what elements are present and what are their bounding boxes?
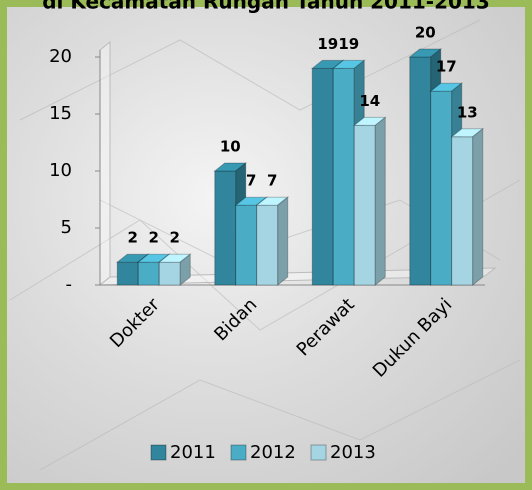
value-label: 19 xyxy=(338,35,359,53)
bar-front xyxy=(256,204,279,286)
bar xyxy=(255,196,290,287)
bar-front xyxy=(332,67,355,286)
value-label: 7 xyxy=(267,172,277,190)
bar-front xyxy=(214,170,237,286)
bar xyxy=(352,116,387,287)
chart-title: di Kecamatan Rungan Tahun 2011-2013 xyxy=(42,0,490,14)
value-label: 14 xyxy=(359,92,380,110)
bar-front xyxy=(235,204,258,286)
y-tick-label: 5 xyxy=(61,217,72,238)
value-label: 19 xyxy=(317,35,338,53)
legend-label: 2013 xyxy=(330,442,376,463)
bar-side xyxy=(277,196,289,287)
y-tick-label: 15 xyxy=(49,103,72,124)
y-tick-label: - xyxy=(66,274,73,295)
side-wall xyxy=(99,40,111,287)
bar-front xyxy=(353,124,376,286)
bar-side xyxy=(179,253,191,287)
bar xyxy=(450,127,485,287)
bar-front xyxy=(451,136,474,286)
bar-front xyxy=(158,261,181,286)
legend-label: 2011 xyxy=(170,442,216,463)
value-label: 2 xyxy=(149,229,159,247)
bar-side xyxy=(374,116,386,287)
legend-swatch xyxy=(230,444,247,461)
y-tick-label: 20 xyxy=(49,46,72,67)
value-label: 17 xyxy=(436,58,457,76)
legend-label: 2012 xyxy=(250,442,296,463)
legend-swatch xyxy=(150,444,167,461)
value-label: 2 xyxy=(128,229,138,247)
value-label: 10 xyxy=(220,138,241,156)
bar-side xyxy=(472,127,484,287)
value-label: 20 xyxy=(415,24,436,42)
bar-front xyxy=(137,261,160,286)
bar-front xyxy=(116,261,139,286)
value-label: 7 xyxy=(246,172,256,190)
legend-swatch xyxy=(310,444,327,461)
value-label: 2 xyxy=(170,229,180,247)
bar-front xyxy=(430,90,453,286)
bar-front xyxy=(311,67,334,286)
bar xyxy=(157,253,192,287)
bar-front xyxy=(409,56,432,286)
y-tick-label: 10 xyxy=(49,160,72,181)
value-label: 13 xyxy=(457,103,478,121)
